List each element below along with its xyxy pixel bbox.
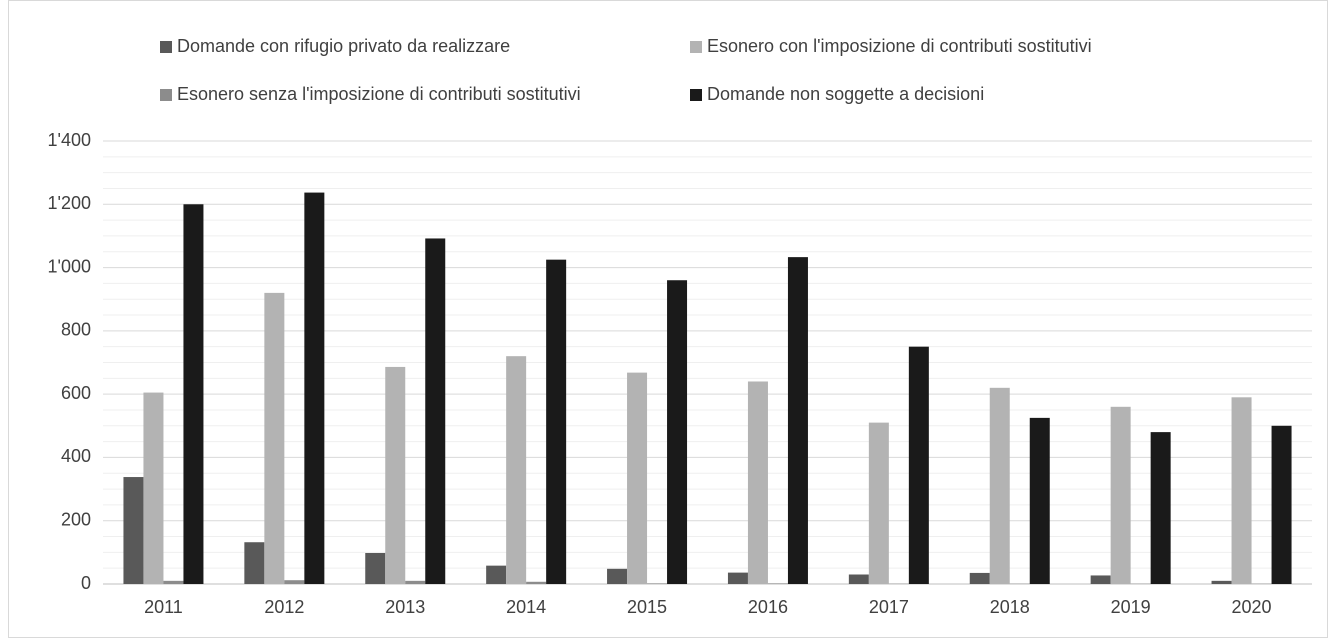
- bar: [647, 583, 668, 584]
- bar: [1090, 575, 1111, 584]
- x-tick-label: 2017: [869, 597, 909, 617]
- legend-label: Domande non soggette a decisioni: [707, 84, 984, 104]
- x-tick-label: 2011: [144, 597, 183, 617]
- bar: [1150, 432, 1171, 584]
- y-tick-label: 200: [61, 509, 91, 529]
- bar: [727, 572, 748, 584]
- y-tick-label: 1'200: [48, 193, 91, 213]
- x-tick-label: 2015: [627, 597, 667, 617]
- bar: [506, 356, 527, 584]
- legend-label: Esonero senza l'imposizione di contribut…: [177, 84, 581, 104]
- legend-swatch: [690, 41, 702, 53]
- bar: [627, 372, 648, 584]
- bar: [365, 552, 386, 584]
- bar: [868, 422, 889, 584]
- bar: [848, 574, 869, 584]
- bar: [1231, 397, 1252, 584]
- y-tick-label: 0: [81, 573, 91, 593]
- bar: [385, 366, 406, 584]
- x-tick-label: 2016: [748, 597, 788, 617]
- legend-label: Domande con rifugio privato da realizzar…: [177, 36, 510, 56]
- bar: [284, 580, 305, 584]
- bar: [747, 381, 768, 584]
- bar: [989, 387, 1010, 584]
- x-tick-label: 2019: [1111, 597, 1151, 617]
- y-tick-label: 600: [61, 383, 91, 403]
- bar: [546, 259, 567, 584]
- bar: [405, 580, 426, 584]
- bar: [183, 204, 204, 585]
- bar: [1110, 406, 1131, 584]
- legend-swatch: [160, 41, 172, 53]
- legend-swatch: [690, 89, 702, 101]
- x-tick-label: 2014: [506, 597, 546, 617]
- bar: [607, 568, 628, 584]
- legend-swatch: [160, 89, 172, 101]
- y-tick-label: 400: [61, 446, 91, 466]
- y-tick-label: 1'400: [48, 130, 91, 150]
- x-tick-label: 2018: [990, 597, 1030, 617]
- y-tick-label: 1'000: [48, 256, 91, 276]
- legend-label: Esonero con l'imposizione di contributi …: [707, 36, 1092, 56]
- bar: [908, 346, 929, 584]
- x-tick-label: 2013: [385, 597, 425, 617]
- bar: [425, 238, 446, 584]
- bar: [244, 542, 265, 584]
- bar: [667, 280, 688, 584]
- bar: [486, 565, 507, 584]
- bar: [264, 292, 285, 584]
- x-tick-label: 2020: [1232, 597, 1272, 617]
- bar: [1271, 425, 1292, 584]
- bar: [969, 572, 990, 584]
- bar: [787, 257, 808, 584]
- bar: [526, 581, 547, 584]
- y-tick-label: 800: [61, 320, 91, 340]
- bar: [767, 583, 788, 584]
- bar: [143, 392, 164, 584]
- bar: [163, 580, 184, 584]
- bar: [123, 477, 144, 584]
- bar: [304, 192, 325, 584]
- bar: [1211, 580, 1232, 584]
- bar: [1029, 417, 1050, 584]
- x-tick-label: 2012: [264, 597, 304, 617]
